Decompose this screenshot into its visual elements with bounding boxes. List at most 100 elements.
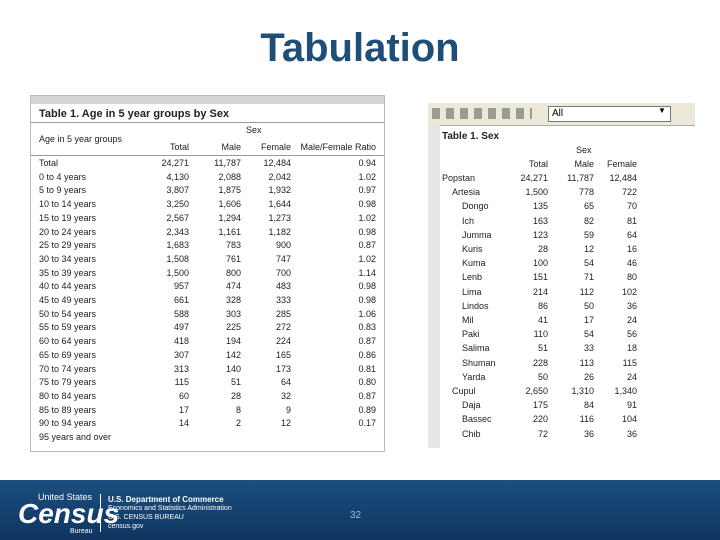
cell: 70 bbox=[626, 201, 637, 212]
cell: 1.06 bbox=[358, 308, 376, 319]
cell: 18 bbox=[626, 343, 637, 354]
column-header: Total bbox=[169, 142, 189, 152]
row-label: Lima bbox=[462, 286, 482, 297]
cell: 41 bbox=[537, 315, 548, 325]
cell: 102 bbox=[621, 286, 637, 297]
row-label: 75 to 79 years bbox=[39, 377, 97, 388]
cell: 778 bbox=[578, 187, 594, 198]
row-label: Yarda bbox=[462, 371, 486, 382]
cell: 115 bbox=[622, 357, 637, 368]
cell: 91 bbox=[626, 400, 637, 411]
cell: 59 bbox=[583, 229, 594, 240]
cell: 0.97 bbox=[358, 185, 376, 196]
cell: 1,875 bbox=[218, 185, 241, 196]
cell: 12 bbox=[280, 418, 291, 429]
cell: 661 bbox=[173, 295, 189, 305]
row-label: 25 to 29 years bbox=[39, 240, 97, 251]
row-label: 5 to 9 years bbox=[39, 185, 87, 196]
cell: 24,271 bbox=[161, 158, 189, 168]
cell: 0.83 bbox=[358, 322, 376, 333]
cell: 722 bbox=[621, 187, 637, 198]
cell: 0.80 bbox=[358, 377, 376, 388]
row-label: 65 to 69 years bbox=[39, 349, 97, 360]
cell: 1,644 bbox=[268, 199, 291, 210]
cell: 54 bbox=[583, 329, 594, 340]
row-label: Chib bbox=[462, 428, 481, 439]
cell: 12,484 bbox=[609, 173, 637, 183]
cell: 700 bbox=[275, 267, 291, 278]
rule bbox=[31, 122, 384, 123]
row-label: 0 to 4 years bbox=[39, 171, 87, 182]
cell: 1,182 bbox=[268, 226, 291, 237]
cell: 1,932 bbox=[268, 185, 291, 196]
cell: 307 bbox=[173, 349, 189, 360]
row-label: Kuma bbox=[462, 258, 486, 269]
cell: 123 bbox=[532, 229, 548, 240]
column-header: Age in 5 year groups bbox=[39, 134, 123, 144]
cell: 72 bbox=[537, 428, 548, 439]
cell: 2,567 bbox=[166, 212, 189, 223]
row-label: Artesia bbox=[452, 187, 481, 198]
cell: 0.17 bbox=[358, 418, 376, 429]
toolbar: All ▼ bbox=[428, 103, 695, 126]
cell: 46 bbox=[626, 258, 637, 269]
logo-main: Census bbox=[18, 498, 120, 529]
cell: 303 bbox=[225, 308, 241, 319]
row-label: 80 to 84 years bbox=[39, 390, 97, 401]
row-label: Jumma bbox=[462, 229, 492, 240]
row-label: Bassec bbox=[462, 414, 492, 425]
dropdown[interactable]: All bbox=[548, 106, 671, 122]
cell: 1,500 bbox=[166, 267, 189, 278]
cell: 474 bbox=[225, 281, 241, 292]
cell: 86 bbox=[537, 300, 548, 311]
cell: 115 bbox=[174, 377, 189, 388]
page-number: 32 bbox=[350, 510, 362, 521]
cell: 1,340 bbox=[614, 386, 637, 396]
row-label: 50 to 54 years bbox=[39, 308, 97, 319]
cell: 761 bbox=[225, 253, 241, 264]
cell: 151 bbox=[532, 272, 548, 283]
cell: 1,294 bbox=[218, 212, 241, 223]
row-label: Cupul bbox=[452, 386, 476, 396]
cell: 1.02 bbox=[358, 253, 376, 264]
cell: 17 bbox=[583, 315, 594, 325]
row-label: Popstan bbox=[442, 173, 476, 183]
cell: 1,500 bbox=[525, 187, 548, 198]
cell: 0.98 bbox=[358, 226, 376, 237]
cell: 12,484 bbox=[263, 158, 291, 168]
logo-top: United States bbox=[38, 492, 93, 502]
table-title: Table 1. Age in 5 year groups by Sex bbox=[39, 108, 230, 120]
row-label: Mil bbox=[462, 315, 474, 325]
cell: 228 bbox=[532, 357, 548, 368]
cell: 272 bbox=[275, 322, 291, 333]
cell: 71 bbox=[583, 272, 594, 283]
cell: 173 bbox=[275, 363, 291, 374]
row-label: 15 to 19 years bbox=[39, 212, 97, 223]
divider bbox=[100, 494, 101, 532]
cell: 1,683 bbox=[166, 240, 189, 251]
cell: 0.87 bbox=[358, 336, 376, 347]
cell: 0.86 bbox=[358, 349, 376, 360]
row-label: Lindos bbox=[462, 300, 489, 311]
logo-bottom: Bureau bbox=[70, 528, 93, 535]
column-header: Male bbox=[574, 159, 594, 169]
cell: 81 bbox=[626, 215, 637, 226]
cell: 418 bbox=[173, 336, 189, 347]
cell: 800 bbox=[225, 267, 241, 278]
cell: 2,088 bbox=[218, 171, 241, 182]
cell: 163 bbox=[532, 215, 548, 226]
cell: 36 bbox=[626, 428, 637, 439]
cell: 0.98 bbox=[358, 199, 376, 210]
row-label: 60 to 64 years bbox=[39, 336, 97, 347]
cell: 588 bbox=[173, 308, 189, 319]
cell: 50 bbox=[537, 371, 548, 382]
cell: 64 bbox=[280, 377, 291, 388]
table-title: Table 1. Sex bbox=[442, 131, 500, 142]
cell: 2,650 bbox=[525, 386, 548, 396]
toolbar-icons bbox=[432, 108, 532, 119]
cell: 26 bbox=[583, 371, 594, 382]
row-label: 95 years and over bbox=[39, 432, 112, 442]
row-label: Salima bbox=[462, 343, 490, 354]
cell: 165 bbox=[275, 349, 291, 360]
